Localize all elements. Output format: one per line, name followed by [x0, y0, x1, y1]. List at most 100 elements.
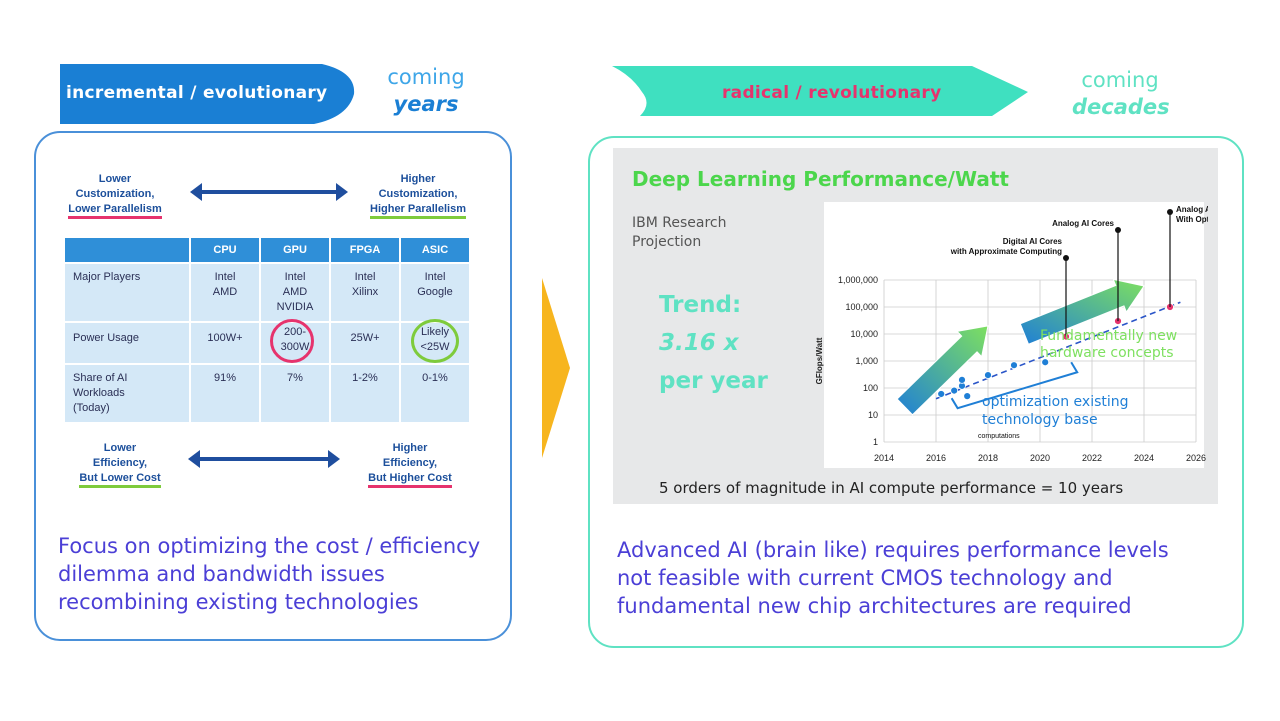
source-line: Projection — [632, 234, 702, 250]
table-cell-text: 200- 300W — [280, 326, 310, 353]
left-period-word: years — [393, 92, 459, 116]
bottom-double-arrow — [188, 450, 340, 468]
right-summary-line: Advanced AI (brain like) requires perfor… — [617, 538, 1169, 562]
chart-point — [937, 390, 946, 398]
chart-title: Deep Learning Performance/Watt — [632, 167, 1009, 191]
right-banner — [612, 66, 1028, 116]
bottom-right-label-line1: Higher — [392, 442, 428, 454]
right-panel — [588, 136, 1244, 648]
table-row-header: Share of AI Workloads (Today) — [65, 365, 189, 422]
trend-line: per year — [659, 368, 768, 394]
table-cell: 7% — [261, 365, 329, 422]
red-highlight-circle — [270, 319, 314, 363]
chart-y-tick-label: 100,000 — [845, 302, 878, 312]
chart-point — [984, 371, 992, 380]
chart-trend-line — [935, 301, 1181, 400]
top-double-arrow — [190, 183, 348, 201]
right-coming-word: coming — [1081, 68, 1159, 92]
trend-line: 3.16 x — [659, 330, 739, 356]
chart-x-tick-label: 2016 — [926, 453, 946, 463]
chart-annotation-label: Analog AI Cores — [1052, 219, 1114, 228]
chart-x-tick-label: 2022 — [1082, 453, 1102, 463]
chart-y-tick-label: 100 — [863, 383, 878, 393]
chart-x-tick-label: 2024 — [1134, 453, 1154, 463]
table-header-cell: FPGA — [331, 238, 399, 262]
right-period-word: decades — [1072, 95, 1170, 119]
bottom-left-label-line1: Lower — [103, 442, 137, 454]
chart-annotation-label: With Optimized Materials — [1176, 215, 1208, 224]
trend-text: Trend: 3.16 x per year — [659, 286, 768, 400]
table-cell: Intel Xilinx — [331, 264, 399, 321]
table-header-row: CPU GPU FPGA ASIC — [65, 238, 469, 262]
table-header-cell: CPU — [191, 238, 259, 262]
left-summary-text: Focus on optimizing the cost / efficienc… — [58, 532, 508, 616]
left-banner — [60, 64, 355, 124]
table-cell: 1-2% — [331, 365, 399, 422]
top-left-label-line3: Lower Parallelism — [68, 203, 162, 219]
chart-annotation-dot — [1115, 227, 1121, 233]
left-coming-text: coming years — [378, 64, 474, 118]
chart-y-tick-label: 1 — [873, 437, 878, 447]
chart-y-tick-label: 10,000 — [850, 329, 878, 339]
bottom-left-label-line2: Efficiency, — [92, 457, 148, 469]
chart-annotation-label: with Approximate Computing — [950, 247, 1062, 256]
trend-line: Trend: — [659, 292, 742, 318]
performance-per-watt-chart: 1 10 100 1,000 10,000 100,000 1,000,000 2014 201… — [815, 202, 1208, 468]
left-panel — [34, 131, 512, 641]
right-summary-line: not feasible with current CMOS technolog… — [617, 566, 1113, 590]
chart-callout-new: hardware concepts — [1040, 345, 1174, 361]
left-summary-line: dilemma and bandwidth issues — [58, 562, 385, 586]
table-row-header: Major Players — [65, 264, 189, 321]
table-cell: 25W+ — [331, 323, 399, 363]
chart-callout-small: computations — [978, 433, 1020, 440]
chart-y-axis-label: GFlops/Watt — [815, 337, 824, 384]
chart-annotation-dot — [1063, 255, 1069, 261]
top-right-label: Higher Customization, Higher Parallelism — [358, 172, 478, 219]
chart-x-tick-label: 2026 — [1186, 453, 1206, 463]
table-row: Major Players Intel AMD Intel AMD NVIDIA… — [65, 264, 469, 321]
chart-annotation-label: Digital AI Cores — [1003, 237, 1063, 246]
table-row-header: Power Usage — [65, 323, 189, 363]
chart-existing-bracket — [950, 361, 1079, 410]
bottom-left-label-line3: But Lower Cost — [79, 472, 161, 488]
chart-y-tick-label: 1,000,000 — [838, 275, 878, 285]
chart-plot-panel — [824, 202, 1204, 468]
right-coming-text: coming decades — [1072, 67, 1170, 121]
green-highlight-circle — [411, 319, 459, 363]
left-summary-line: Focus on optimizing the cost / efficienc… — [58, 534, 481, 558]
table-cell: 0-1% — [401, 365, 469, 422]
chart-x-tick-label: 2018 — [978, 453, 998, 463]
left-coming-word: coming — [387, 65, 465, 89]
chart-point — [963, 392, 972, 401]
table-row: Power Usage 100W+ 200- 300W 25W+ Likely … — [65, 319, 469, 363]
table-cell: Intel AMD NVIDIA — [261, 264, 329, 321]
chart-callout-existing: optimization existing — [982, 394, 1129, 410]
top-left-label-line1: Lower — [98, 173, 132, 185]
table-header-cell — [65, 238, 189, 262]
chart-x-tick-label: 2020 — [1030, 453, 1050, 463]
top-left-label-line2: Customization, — [75, 188, 155, 200]
top-right-label-line1: Higher — [400, 173, 436, 185]
source-label: IBM Research Projection — [632, 214, 726, 252]
chart-annotation-dot — [1167, 209, 1173, 215]
table-row: Share of AI Workloads (Today) 91% 7% 1-2… — [65, 365, 469, 422]
right-banner-label: radical / revolutionary — [722, 83, 942, 103]
bottom-left-label: Lower Efficiency, But Lower Cost — [62, 441, 178, 488]
chart-y-tick-label: 1,000 — [855, 356, 878, 366]
table-header-cell: ASIC — [401, 238, 469, 262]
table-cell: Intel AMD — [191, 264, 259, 321]
chart-growth-arrow-large — [1019, 278, 1145, 345]
table-cell: 100W+ — [191, 323, 259, 363]
left-summary-line: recombining existing technologies — [58, 590, 419, 614]
left-banner-label: incremental / evolutionary — [66, 83, 328, 103]
chart-x-tick-label: 2014 — [874, 453, 894, 463]
chart-annotation-label: Analog AI Cores — [1176, 205, 1208, 214]
bottom-right-label: Higher Efficiency, But Higher Cost — [352, 441, 468, 488]
bottom-right-label-line3: But Higher Cost — [368, 472, 452, 488]
source-line: IBM Research — [632, 215, 727, 231]
table-header-cell: GPU — [261, 238, 329, 262]
table-cell-highlighted-red: 200- 300W — [261, 319, 329, 363]
chart-point — [1041, 358, 1050, 367]
chart-point — [1010, 361, 1018, 370]
top-right-label-line3: Higher Parallelism — [370, 203, 466, 219]
